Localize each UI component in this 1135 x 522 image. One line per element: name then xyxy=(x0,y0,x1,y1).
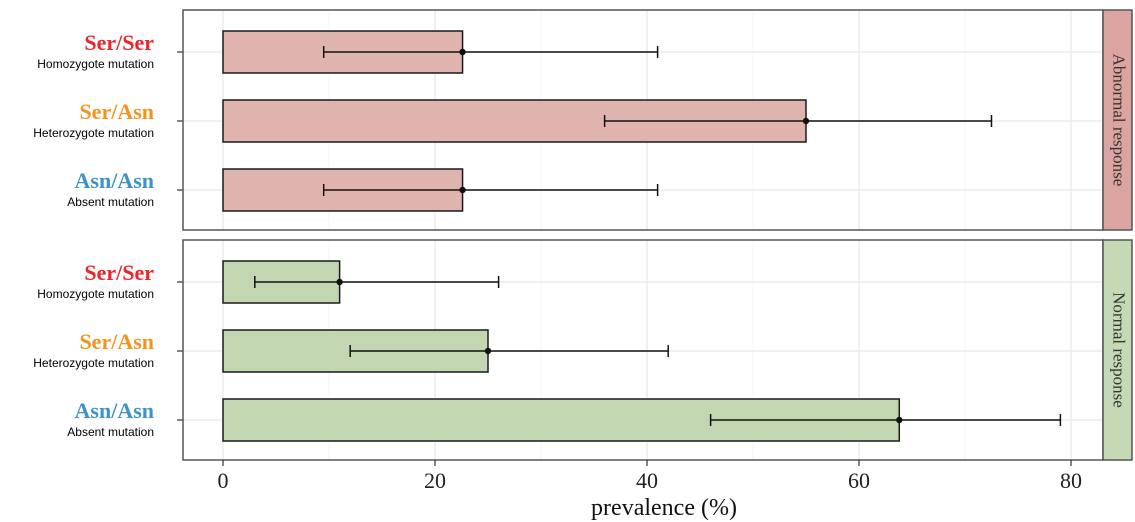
x-tick-label: 0 xyxy=(218,468,229,493)
point-estimate xyxy=(459,48,466,56)
point-estimate xyxy=(336,278,343,286)
facet-panel: Abnormal response xyxy=(177,9,1133,231)
facet-strip-label: Abnormal response xyxy=(1110,54,1129,187)
facet-strip xyxy=(1102,239,1133,461)
mutation-label: Homozygote mutation xyxy=(37,287,154,301)
x-tick-label: 80 xyxy=(1060,468,1082,493)
facet-panel: Normal response xyxy=(177,239,1133,461)
x-tick-label: 20 xyxy=(424,468,446,493)
point-estimate xyxy=(802,117,810,125)
facet-panels: Abnormal response Normal response xyxy=(177,9,1133,461)
genotype-label: Asn/Asn xyxy=(75,398,154,423)
genotype-label: Ser/Ser xyxy=(84,30,154,55)
mutation-label: Absent mutation xyxy=(67,425,154,439)
mutation-label: Absent mutation xyxy=(67,195,154,209)
facet-strip-label: Normal response xyxy=(1110,292,1129,408)
mutation-label: Heterozygote mutation xyxy=(33,126,154,140)
point-estimate xyxy=(896,416,903,424)
x-tick-label: 40 xyxy=(636,468,658,493)
point-estimate xyxy=(484,347,492,355)
y-axis-labels: Ser/Ser Homozygote mutation Ser/Asn Heteroz… xyxy=(33,30,154,439)
x-axis-title: prevalence (%) xyxy=(591,495,737,521)
genotype-label: Ser/Asn xyxy=(79,329,154,354)
genotype-label: Ser/Ser xyxy=(84,260,154,285)
mutation-label: Heterozygote mutation xyxy=(33,356,154,370)
genotype-label: Ser/Asn xyxy=(79,99,154,124)
x-tick-label: 60 xyxy=(848,468,870,493)
mutation-label: Homozygote mutation xyxy=(37,57,154,71)
facet-strip xyxy=(1102,9,1133,231)
point-estimate xyxy=(459,186,466,194)
genotype-label: Asn/Asn xyxy=(75,168,154,193)
x-axis: 0 20 40 60 80 xyxy=(218,460,1082,493)
